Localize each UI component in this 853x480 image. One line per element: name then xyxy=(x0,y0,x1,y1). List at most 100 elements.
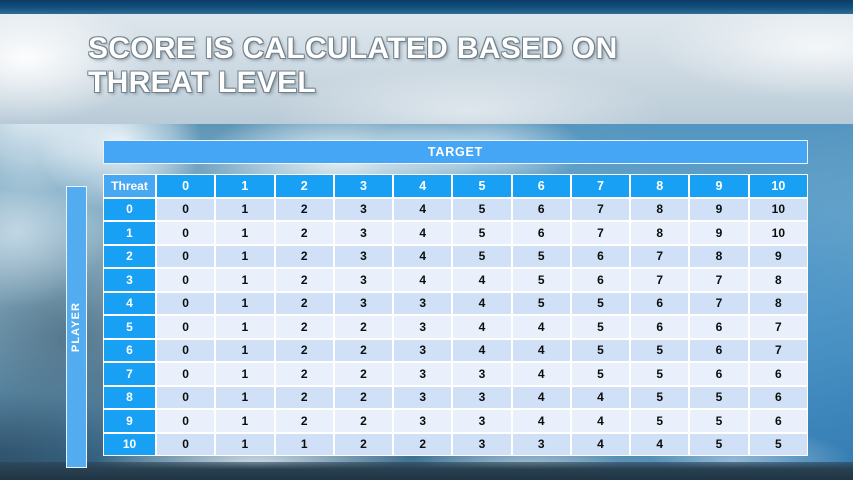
matrix-cell-r1-c7: 7 xyxy=(570,221,631,245)
matrix-cell-r10-c6: 3 xyxy=(511,432,571,456)
matrix-cell-r6-c2: 2 xyxy=(274,338,334,362)
matrix-cell-r0-c4: 4 xyxy=(393,197,453,221)
matrix-cell-r10-c0: 0 xyxy=(156,432,216,456)
column-header-8: 8 xyxy=(630,174,690,198)
matrix-cell-r8-c6: 4 xyxy=(511,385,571,409)
matrix-cell-r0-c1: 1 xyxy=(215,197,275,221)
matrix-cell-r2-c0: 0 xyxy=(156,244,216,268)
matrix-cell-r9-c0: 0 xyxy=(156,409,216,433)
matrix-row: 1 0 1 2 3 4 5 6 7 8 9 10 xyxy=(103,221,808,245)
matrix-cell-r5-c4: 3 xyxy=(393,315,453,339)
matrix-cell-r9-c9: 5 xyxy=(689,409,749,433)
matrix-cell-r7-c0: 0 xyxy=(156,362,216,386)
matrix-cell-r4-c6: 5 xyxy=(511,291,571,315)
matrix-row: 10 0 1 1 2 2 3 3 4 4 5 5 xyxy=(103,432,808,456)
matrix-cell-r1-c9: 9 xyxy=(689,221,749,245)
matrix-cell-r3-c4: 4 xyxy=(393,268,453,292)
row-header-0: 0 xyxy=(103,197,156,221)
matrix-cell-r3-c7: 6 xyxy=(570,268,631,292)
matrix-corner-header: Threat xyxy=(103,174,156,198)
matrix-cell-r9-c6: 4 xyxy=(511,409,571,433)
matrix-cell-r2-c10: 9 xyxy=(748,244,808,268)
matrix-cell-r6-c9: 6 xyxy=(689,338,749,362)
column-header-7: 7 xyxy=(570,174,631,198)
matrix-cell-r9-c8: 5 xyxy=(630,409,690,433)
matrix-cell-r3-c9: 7 xyxy=(689,268,749,292)
matrix-cell-r0-c10: 10 xyxy=(748,197,808,221)
column-header-5: 5 xyxy=(452,174,512,198)
matrix-cell-r1-c4: 4 xyxy=(393,221,453,245)
row-header-5: 5 xyxy=(103,315,156,339)
matrix-cell-r1-c0: 0 xyxy=(156,221,216,245)
matrix-cell-r1-c5: 5 xyxy=(452,221,512,245)
matrix-cell-r5-c5: 4 xyxy=(452,315,512,339)
matrix-cell-r2-c9: 8 xyxy=(689,244,749,268)
matrix-cell-r10-c2: 1 xyxy=(274,432,334,456)
matrix-cell-r6-c7: 5 xyxy=(570,338,631,362)
target-axis-banner: TARGET xyxy=(103,140,808,164)
bottom-shadow-band xyxy=(0,462,853,480)
matrix-row: 0 0 1 2 3 4 5 6 7 8 9 10 xyxy=(103,197,808,221)
matrix-cell-r8-c1: 1 xyxy=(215,385,275,409)
matrix-cell-r3-c8: 7 xyxy=(630,268,690,292)
matrix-cell-r6-c5: 4 xyxy=(452,338,512,362)
matrix-body: 0 0 1 2 3 4 5 6 7 8 9 10 1 0 1 2 3 4 5 6 7 8 9 10 2 0 1 2 3 4 5 5 6 7 8 9 3 0… xyxy=(103,197,808,456)
matrix-cell-r8-c3: 2 xyxy=(333,385,394,409)
matrix-cell-r2-c3: 3 xyxy=(333,244,394,268)
matrix-header-row: Threat 0 1 2 3 4 5 6 7 8 9 10 xyxy=(103,174,808,198)
matrix-cell-r5-c0: 0 xyxy=(156,315,216,339)
matrix-cell-r9-c10: 6 xyxy=(748,409,808,433)
matrix-header: Threat 0 1 2 3 4 5 6 7 8 9 10 xyxy=(103,174,808,198)
matrix-cell-r1-c6: 6 xyxy=(511,221,571,245)
title-haze-band xyxy=(0,14,853,124)
matrix-cell-r10-c5: 3 xyxy=(452,432,512,456)
matrix-cell-r7-c7: 5 xyxy=(570,362,631,386)
matrix-cell-r1-c8: 8 xyxy=(630,221,690,245)
matrix-cell-r6-c1: 1 xyxy=(215,338,275,362)
matrix-cell-r8-c7: 4 xyxy=(570,385,631,409)
matrix-cell-r2-c7: 6 xyxy=(570,244,631,268)
matrix-cell-r5-c2: 2 xyxy=(274,315,334,339)
matrix-cell-r2-c5: 5 xyxy=(452,244,512,268)
matrix-cell-r10-c8: 4 xyxy=(630,432,690,456)
matrix-cell-r9-c2: 2 xyxy=(274,409,334,433)
row-header-4: 4 xyxy=(103,291,156,315)
matrix-cell-r4-c8: 6 xyxy=(630,291,690,315)
matrix-cell-r7-c9: 6 xyxy=(689,362,749,386)
matrix-cell-r10-c10: 5 xyxy=(748,432,808,456)
matrix-cell-r4-c3: 3 xyxy=(333,291,394,315)
column-header-3: 3 xyxy=(333,174,394,198)
matrix-cell-r1-c2: 2 xyxy=(274,221,334,245)
matrix-cell-r3-c5: 4 xyxy=(452,268,512,292)
matrix-cell-r1-c10: 10 xyxy=(748,221,808,245)
matrix-cell-r3-c0: 0 xyxy=(156,268,216,292)
row-header-7: 7 xyxy=(103,362,156,386)
row-header-2: 2 xyxy=(103,244,156,268)
matrix-cell-r7-c3: 2 xyxy=(333,362,394,386)
matrix-cell-r4-c9: 7 xyxy=(689,291,749,315)
matrix-cell-r9-c5: 3 xyxy=(452,409,512,433)
matrix-cell-r7-c10: 6 xyxy=(748,362,808,386)
matrix-cell-r8-c5: 3 xyxy=(452,385,512,409)
column-header-4: 4 xyxy=(393,174,453,198)
row-header-1: 1 xyxy=(103,221,156,245)
matrix-cell-r0-c6: 6 xyxy=(511,197,571,221)
matrix-cell-r3-c3: 3 xyxy=(333,268,394,292)
matrix-cell-r0-c2: 2 xyxy=(274,197,334,221)
matrix-cell-r9-c3: 2 xyxy=(333,409,394,433)
matrix-cell-r8-c9: 5 xyxy=(689,385,749,409)
row-header-8: 8 xyxy=(103,385,156,409)
matrix-cell-r3-c1: 1 xyxy=(215,268,275,292)
matrix-cell-r1-c3: 3 xyxy=(333,221,394,245)
matrix-cell-r7-c6: 4 xyxy=(511,362,571,386)
matrix-cell-r2-c6: 5 xyxy=(511,244,571,268)
matrix-cell-r5-c7: 5 xyxy=(570,315,631,339)
